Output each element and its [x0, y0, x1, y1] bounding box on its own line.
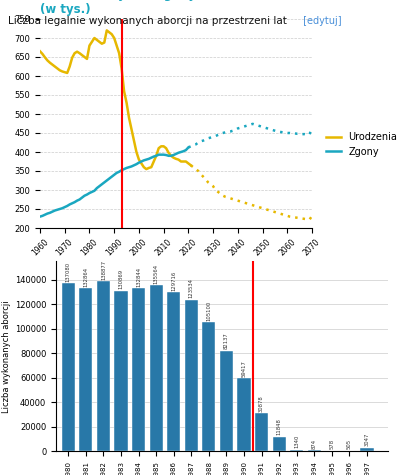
Text: 82137: 82137: [224, 332, 229, 349]
Bar: [272, 437, 286, 451]
Text: 130869: 130869: [118, 269, 124, 289]
Text: 3047: 3047: [364, 433, 370, 446]
Text: 30878: 30878: [259, 395, 264, 412]
Bar: [150, 285, 163, 451]
Text: 59417: 59417: [242, 360, 246, 377]
Text: 578: 578: [329, 439, 334, 449]
Text: 132864: 132864: [83, 267, 88, 287]
Text: 132844: 132844: [136, 267, 141, 287]
Bar: [360, 447, 374, 451]
Y-axis label: Liczba wykonanych aborcji: Liczba wykonanych aborcji: [2, 300, 11, 413]
Text: 138877: 138877: [101, 259, 106, 280]
Bar: [167, 292, 180, 451]
Text: 874: 874: [312, 438, 317, 449]
Bar: [308, 450, 321, 451]
Text: 135564: 135564: [154, 264, 159, 284]
Bar: [62, 283, 75, 451]
Text: 1340: 1340: [294, 435, 299, 448]
Bar: [237, 379, 250, 451]
Bar: [255, 413, 268, 451]
Text: [edytuj]: [edytuj]: [300, 16, 342, 26]
Text: 505: 505: [347, 439, 352, 449]
Text: 129716: 129716: [171, 271, 176, 291]
Bar: [202, 323, 216, 451]
Bar: [220, 351, 233, 451]
Bar: [97, 281, 110, 451]
Text: 123534: 123534: [189, 278, 194, 298]
Legend: Urodzenia, Zgony: Urodzenia, Zgony: [322, 128, 400, 161]
Bar: [79, 288, 92, 451]
Text: Urodzenia żywe i zgony
(w tys.): Urodzenia żywe i zgony (w tys.): [40, 0, 196, 17]
Text: Liczba legalnie wykonanych aborcji na przestrzeni lat: Liczba legalnie wykonanych aborcji na pr…: [8, 16, 287, 26]
Bar: [290, 450, 303, 451]
Text: 105100: 105100: [206, 301, 211, 321]
Text: 11848: 11848: [276, 418, 282, 435]
Text: 137080: 137080: [66, 262, 71, 282]
Bar: [132, 288, 145, 451]
Bar: [114, 291, 128, 451]
Bar: [185, 300, 198, 451]
